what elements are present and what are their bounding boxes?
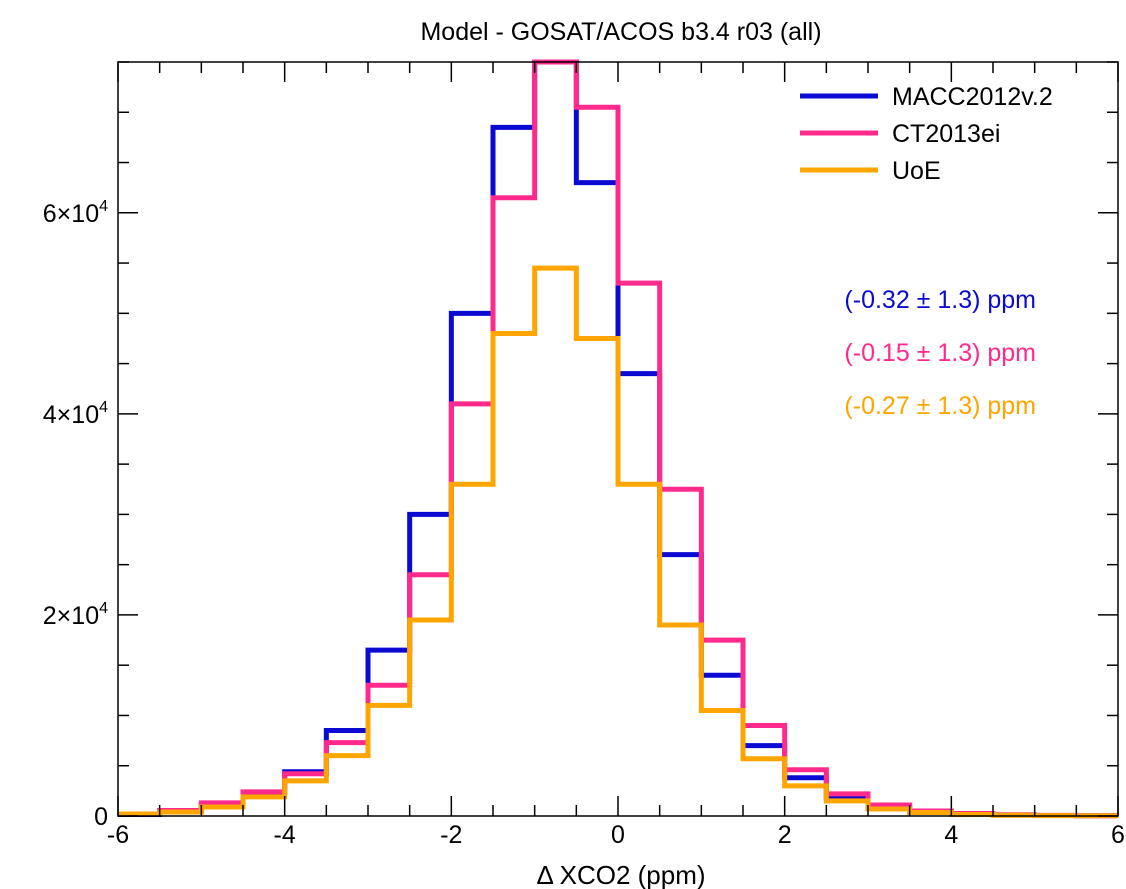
stat-annotation: (-0.27 ± 1.3) ppm xyxy=(844,392,1036,420)
legend-label: MACC2012v.2 xyxy=(892,83,1053,111)
chart-title: Model - GOSAT/ACOS b3.4 r03 (all) xyxy=(420,18,821,46)
x-tick-label: -2 xyxy=(440,821,462,849)
stat-annotation: (-0.32 ± 1.3) ppm xyxy=(844,286,1036,314)
x-tick-label: 6 xyxy=(1111,821,1125,849)
axes-layer: -6 -4 -2 0 2 4 6 0 2×104 4×104 6×104 xyxy=(43,61,1125,849)
annotations: (-0.32 ± 1.3) ppm (-0.15 ± 1.3) ppm (-0.27… xyxy=(844,286,1036,420)
y-tick-label: 6×104 xyxy=(43,198,108,228)
stat-annotation: (-0.15 ± 1.3) ppm xyxy=(844,339,1036,367)
legend-label: CT2013ei xyxy=(892,120,1000,148)
legend: MACC2012v.2 CT2013ei UoE xyxy=(800,83,1053,185)
x-tick-label: -4 xyxy=(274,821,296,849)
x-tick-label: 4 xyxy=(944,821,958,849)
y-tick-label: 2×104 xyxy=(43,600,108,630)
y-tick-label: 0 xyxy=(94,803,108,831)
series-layer xyxy=(118,59,1118,819)
legend-label: UoE xyxy=(892,157,941,185)
x-tick-label: 2 xyxy=(778,821,792,849)
x-axis-label: Δ XCO2 (ppm) xyxy=(536,860,705,889)
y-tick-label: 4×104 xyxy=(43,399,108,429)
x-tick-label: 0 xyxy=(611,821,625,849)
x-tick-label: -6 xyxy=(107,821,129,849)
